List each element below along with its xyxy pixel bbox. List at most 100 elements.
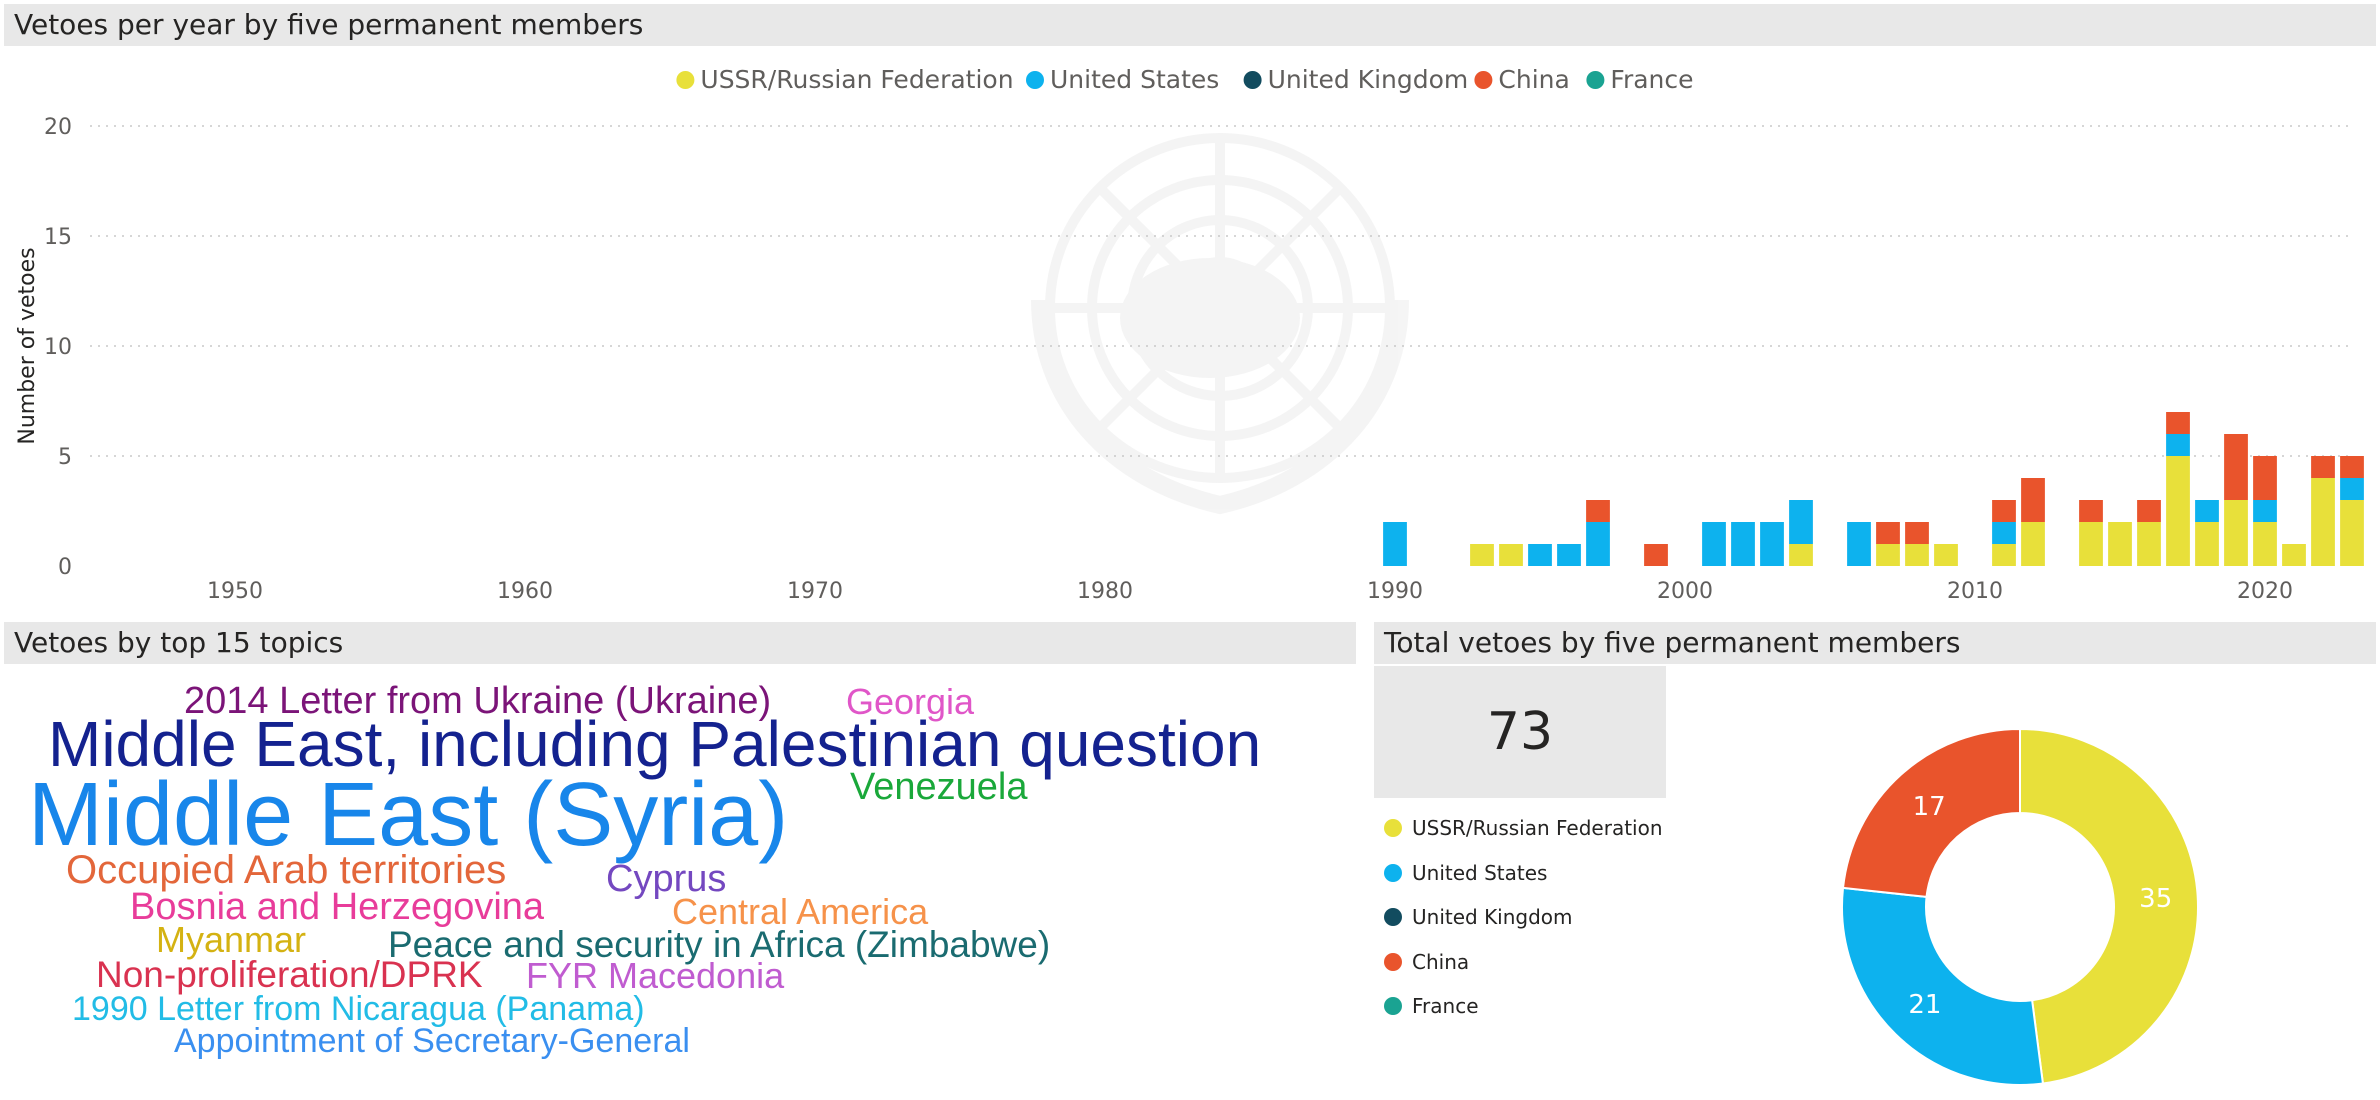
donut-legend-item: France bbox=[1384, 984, 1663, 1029]
bar-segment bbox=[1760, 522, 1784, 566]
legend-marker bbox=[1243, 71, 1262, 89]
bar-segment bbox=[2224, 434, 2248, 500]
topic-word: Georgia bbox=[846, 681, 975, 722]
legend-label: United States bbox=[1050, 65, 1219, 94]
x-tick-label: 2000 bbox=[1657, 579, 1713, 604]
x-tick-label: 1980 bbox=[1077, 579, 1133, 604]
donut-slice-label: 35 bbox=[2139, 884, 2172, 914]
x-tick-label: 1990 bbox=[1367, 579, 1423, 604]
bar-segment bbox=[2166, 434, 2190, 456]
bar-segment bbox=[1876, 544, 1900, 566]
topic-word: Bosnia and Herzegovina bbox=[130, 886, 545, 928]
topic-word: Cyprus bbox=[606, 858, 727, 900]
bar-segment bbox=[1789, 544, 1813, 566]
topic-word: Middle East, including Palestinian quest… bbox=[48, 708, 1262, 780]
legend-marker bbox=[1384, 863, 1402, 882]
bar-segment bbox=[2021, 478, 2045, 522]
bar-chart-title: Vetoes per year by five permanent member… bbox=[4, 4, 2376, 46]
y-tick-label: 10 bbox=[44, 335, 72, 360]
bar-segment bbox=[2166, 456, 2190, 566]
wordcloud-title: Vetoes by top 15 topics bbox=[4, 622, 1356, 664]
topic-word: FYR Macedonia bbox=[526, 955, 785, 996]
bar-chart: 0 5 10 15 20 1950 1960 1970 1980 1990 2000 2010 2020… bbox=[15, 65, 2364, 604]
x-tick-label: 2010 bbox=[1947, 579, 2003, 604]
legend-marker bbox=[676, 71, 695, 89]
donut-slice-label: 21 bbox=[1908, 990, 1941, 1020]
bar-segment bbox=[2311, 456, 2335, 478]
donut-slice bbox=[1841, 886, 2045, 1086]
bar-chart-legend: USSR/Russian Federation United States Unit… bbox=[676, 65, 1694, 94]
donut-slice-label: 17 bbox=[1913, 792, 1946, 822]
legend-label: France bbox=[1610, 65, 1693, 94]
topic-word: Non-proliferation/DPRK bbox=[96, 954, 483, 995]
donut-legend-item: United Kingdom bbox=[1384, 895, 1663, 940]
topic-word: Middle East (Syria) bbox=[28, 765, 789, 865]
bar-segment bbox=[1557, 544, 1581, 566]
bar-segment bbox=[1586, 522, 1610, 566]
bar-segment bbox=[2253, 456, 2277, 500]
bar-segment bbox=[1789, 500, 1813, 544]
un-emblem-watermark bbox=[1031, 133, 1409, 515]
bar-segment bbox=[1992, 500, 2016, 522]
donut-legend-label: USSR/Russian Federation bbox=[1412, 816, 1663, 841]
bar-segment bbox=[2021, 522, 2045, 566]
total-vetoes-value: 73 bbox=[1486, 702, 1554, 762]
donut-chart: 35 21 17 bbox=[1841, 727, 2199, 1086]
donut-legend-label: China bbox=[1412, 949, 1470, 974]
bar-segment bbox=[2340, 500, 2364, 566]
bar-segment bbox=[1934, 544, 1958, 566]
bar-segment bbox=[2253, 522, 2277, 566]
bar-segment bbox=[2137, 522, 2161, 566]
total-vetoes-card: 73 bbox=[1374, 666, 1666, 798]
legend-label: USSR/Russian Federation bbox=[700, 65, 1013, 94]
y-tick-label: 20 bbox=[44, 115, 72, 140]
bar-segment bbox=[1383, 522, 1407, 566]
bar-segment bbox=[2311, 478, 2335, 566]
x-tick-label: 1960 bbox=[497, 579, 553, 604]
topic-word: Occupied Arab territories bbox=[66, 848, 507, 892]
bar-segment bbox=[2137, 500, 2161, 522]
bar-segment bbox=[2079, 522, 2103, 566]
donut-slice bbox=[1841, 727, 2021, 899]
x-tick-label: 2020 bbox=[2237, 579, 2293, 604]
topic-word: Venezuela bbox=[850, 766, 1028, 808]
donut-legend: USSR/Russian Federation United States Unit… bbox=[1384, 806, 1663, 1029]
bar-segment bbox=[1528, 544, 1552, 566]
bar-segment bbox=[1644, 544, 1668, 566]
topic-word: Appointment of Secretary-General bbox=[174, 1022, 690, 1060]
legend-marker bbox=[1586, 71, 1605, 89]
donut-legend-label: United Kingdom bbox=[1412, 905, 1573, 930]
bar-segment bbox=[2195, 522, 2219, 566]
bar-segment bbox=[1992, 522, 2016, 544]
donut-slice bbox=[2019, 727, 2199, 1085]
bar-segment bbox=[1876, 522, 1900, 544]
legend-marker bbox=[1026, 71, 1044, 89]
bar-segment bbox=[1992, 544, 2016, 566]
legend-marker bbox=[1384, 819, 1402, 838]
donut-legend-item: United States bbox=[1384, 851, 1663, 896]
bar-segment bbox=[1905, 544, 1929, 566]
legend-marker bbox=[1384, 952, 1402, 971]
x-tick-label: 1950 bbox=[207, 579, 263, 604]
bar-segment bbox=[1499, 544, 1523, 566]
bar-segment bbox=[2079, 500, 2103, 522]
legend-label: United Kingdom bbox=[1268, 65, 1469, 94]
topic-word: 1990 Letter from Nicaragua (Panama) bbox=[72, 990, 645, 1028]
bar-segment bbox=[2282, 544, 2306, 566]
bar-segment bbox=[1470, 544, 1494, 566]
donut-legend-item: USSR/Russian Federation bbox=[1384, 806, 1663, 851]
x-tick-label: 1970 bbox=[787, 579, 843, 604]
donut-legend-label: United States bbox=[1412, 860, 1548, 885]
bar-segment bbox=[2253, 500, 2277, 522]
bar-segment bbox=[2195, 500, 2219, 522]
bar-segment bbox=[2108, 522, 2132, 566]
y-axis-label: Number of vetoes bbox=[15, 247, 40, 444]
donut-legend-label: France bbox=[1412, 994, 1479, 1019]
bar-segment bbox=[1731, 522, 1755, 566]
topic-word: Myanmar bbox=[156, 919, 307, 960]
bar-segment bbox=[1586, 500, 1610, 522]
bar-segment bbox=[2340, 456, 2364, 478]
legend-marker bbox=[1384, 997, 1402, 1016]
bar-segment bbox=[1702, 522, 1726, 566]
legend-marker bbox=[1384, 908, 1402, 927]
